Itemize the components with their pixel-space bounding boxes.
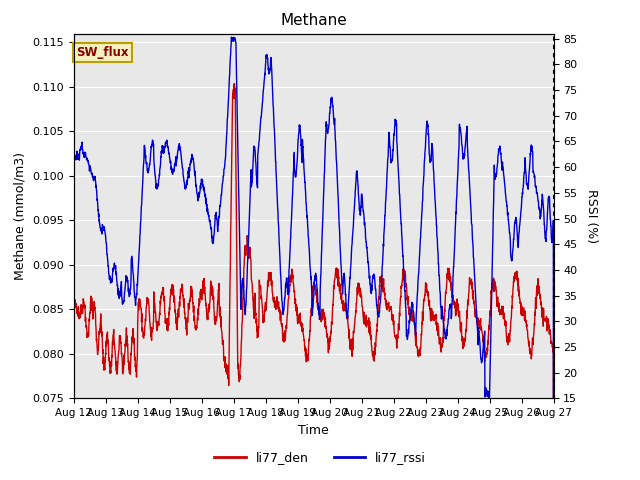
- Title: Methane: Methane: [280, 13, 347, 28]
- X-axis label: Time: Time: [298, 424, 329, 437]
- Legend: li77_den, li77_rssi: li77_den, li77_rssi: [209, 446, 431, 469]
- Y-axis label: RSSI (%): RSSI (%): [586, 189, 598, 243]
- Y-axis label: Methane (mmol/m3): Methane (mmol/m3): [13, 152, 27, 280]
- Text: SW_flux: SW_flux: [76, 46, 129, 59]
